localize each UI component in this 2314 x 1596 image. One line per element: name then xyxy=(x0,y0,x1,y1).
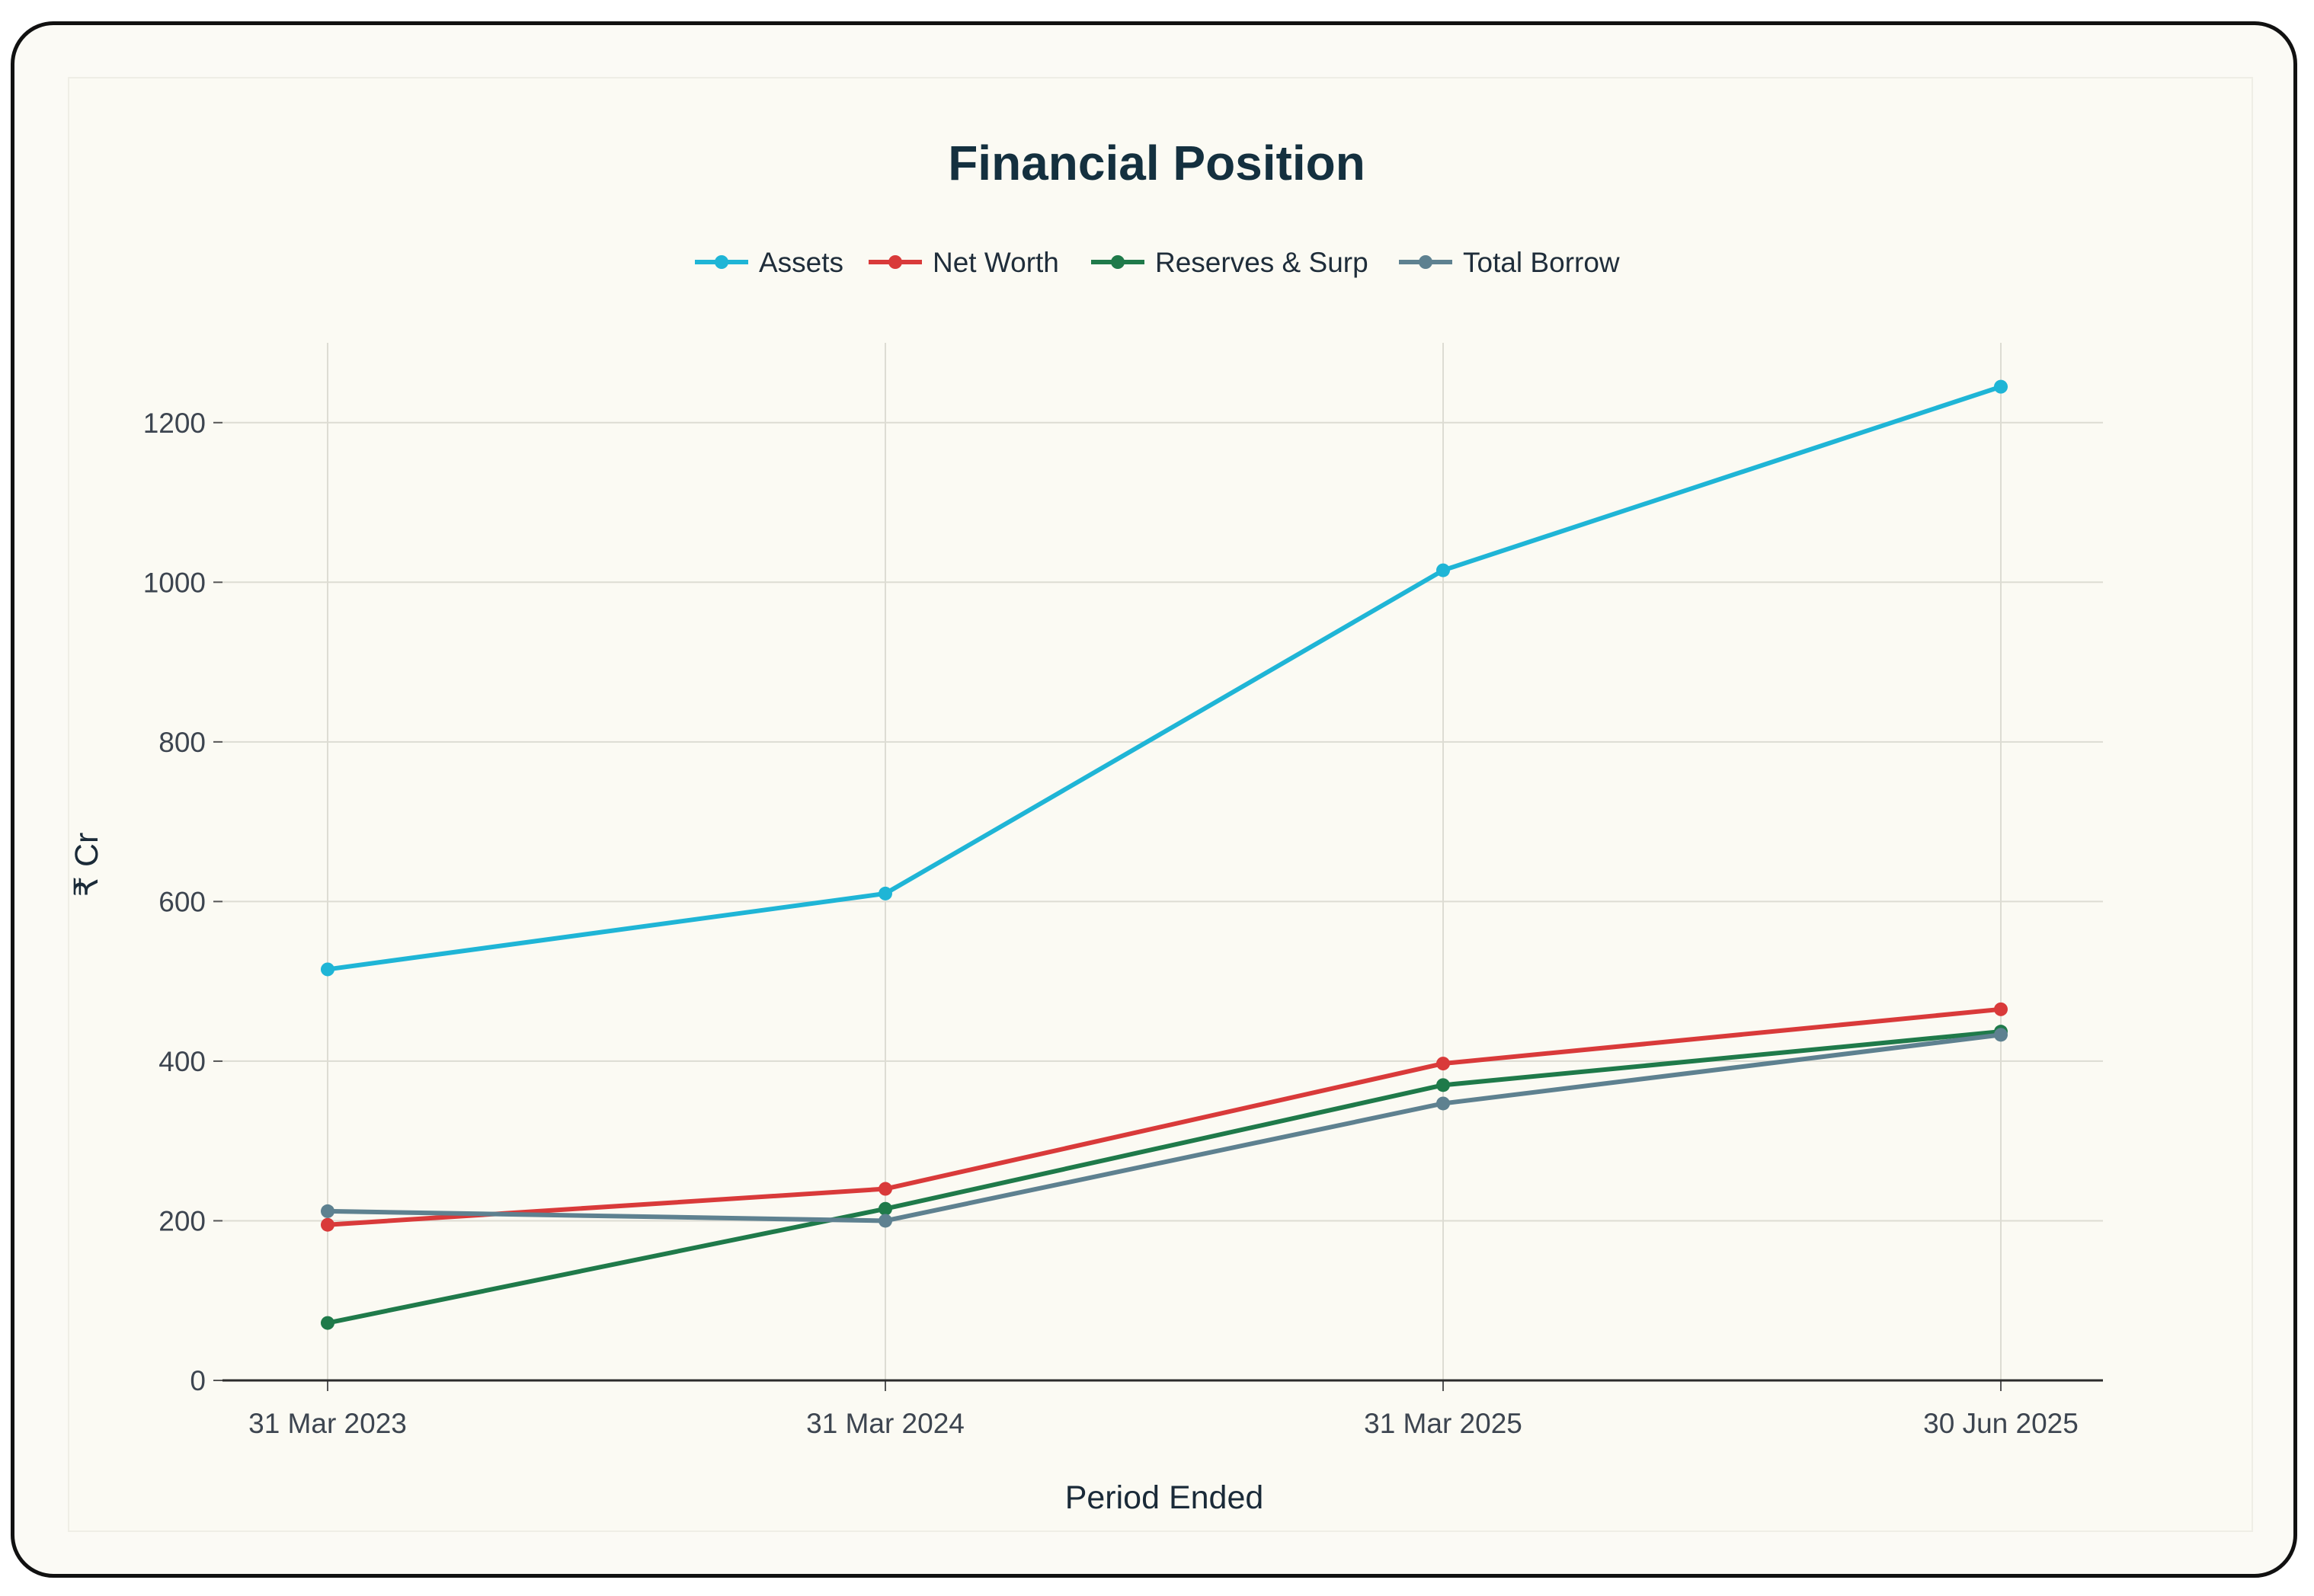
y-axis-title: ₹ Cr xyxy=(69,833,105,897)
legend: Assets Net Worth Reserves & Surp Total Borr… xyxy=(695,247,1620,278)
x-tick-label: 31 Mar 2024 xyxy=(806,1408,965,1439)
data-point-net-worth[interactable] xyxy=(1994,1002,2008,1016)
legend-label: Assets xyxy=(759,247,843,278)
chart-panel xyxy=(68,77,2253,1532)
legend-label: Reserves & Surp xyxy=(1155,247,1368,278)
data-point-net-worth[interactable] xyxy=(1436,1057,1450,1071)
data-point-total-borrow[interactable] xyxy=(1994,1028,2008,1042)
data-point-assets[interactable] xyxy=(879,886,892,900)
chart-title: Financial Position xyxy=(948,136,1365,190)
legend-marker xyxy=(1111,255,1125,269)
legend-label: Net Worth xyxy=(933,247,1059,278)
data-point-total-borrow[interactable] xyxy=(321,1204,334,1218)
series-net-worth xyxy=(321,1002,2008,1232)
data-point-total-borrow[interactable] xyxy=(1436,1096,1450,1111)
data-point-assets[interactable] xyxy=(321,962,334,977)
data-point-net-worth[interactable] xyxy=(879,1182,892,1196)
data-point-assets[interactable] xyxy=(1994,379,2008,394)
series-line-net-worth xyxy=(325,1006,2003,1227)
legend-item-assets[interactable]: Assets xyxy=(695,247,843,278)
x-tick-label: 31 Mar 2025 xyxy=(1364,1408,1522,1439)
series-line-reserves-surp xyxy=(325,1029,2003,1326)
legend-item-total-borrow[interactable]: Total Borrow xyxy=(1399,247,1620,278)
y-tick-label: 1000 xyxy=(143,567,206,598)
series-line-assets xyxy=(325,384,2003,972)
axes: 0 200 400 600 800 1000 1200 31 Mar 2023 31 Mar 2… xyxy=(143,408,2103,1439)
data-point-reserves-surp[interactable] xyxy=(1436,1078,1450,1092)
x-tick-label: 31 Mar 2023 xyxy=(248,1408,407,1439)
series-layer xyxy=(321,379,2008,1330)
chart-card xyxy=(11,21,2297,1578)
legend-marker xyxy=(888,255,902,269)
data-point-reserves-surp[interactable] xyxy=(321,1316,334,1330)
y-tick-label: 800 xyxy=(158,727,206,758)
data-point-total-borrow[interactable] xyxy=(879,1214,892,1228)
y-tick-label: 0 xyxy=(190,1365,206,1396)
legend-item-net-worth[interactable]: Net Worth xyxy=(869,247,1059,278)
series-total-borrow xyxy=(321,1028,2008,1228)
data-point-net-worth[interactable] xyxy=(321,1217,334,1232)
series-line-total-borrow xyxy=(325,1032,2003,1223)
legend-marker xyxy=(1419,255,1432,269)
data-point-assets[interactable] xyxy=(1436,563,1450,577)
series-reserves-surp xyxy=(321,1025,2008,1330)
y-tick-label: 200 xyxy=(158,1205,206,1236)
y-tick-label: 1200 xyxy=(143,408,206,439)
legend-label: Total Borrow xyxy=(1463,247,1620,278)
y-tick-label: 600 xyxy=(158,886,206,917)
legend-item-reserves-surp[interactable]: Reserves & Surp xyxy=(1091,247,1368,278)
y-tick-label: 400 xyxy=(158,1046,206,1077)
grid xyxy=(222,343,2103,1380)
x-tick-label: 30 Jun 2025 xyxy=(1923,1408,2079,1439)
data-point-reserves-surp[interactable] xyxy=(879,1201,892,1216)
series-assets xyxy=(321,379,2008,977)
legend-marker xyxy=(715,255,728,269)
x-axis-title: Period Ended xyxy=(1065,1479,1264,1516)
